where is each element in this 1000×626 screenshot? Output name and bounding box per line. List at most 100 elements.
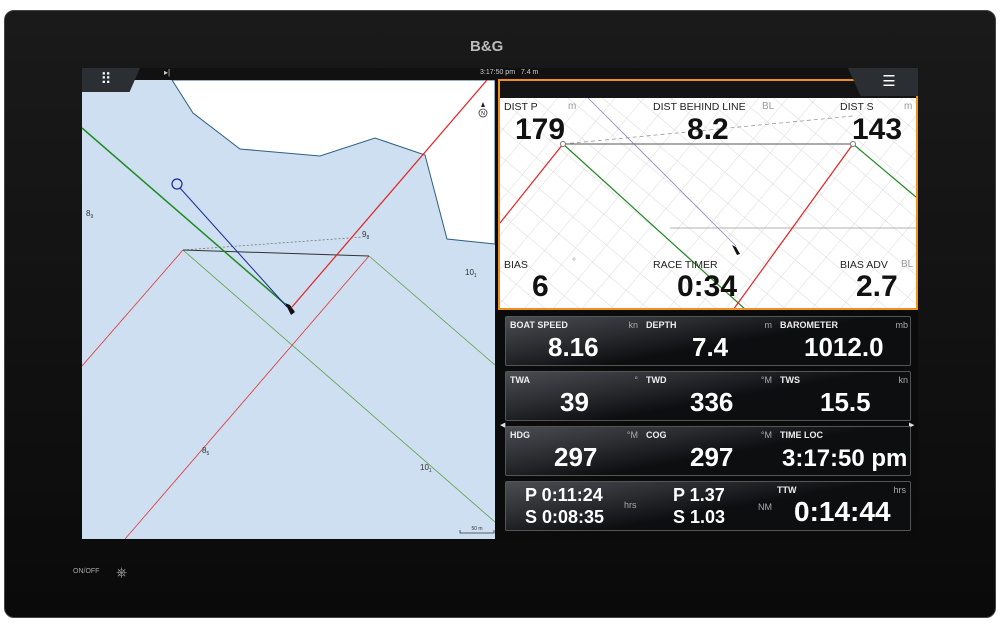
scale-bar: [459, 530, 495, 534]
hamburger-icon: ☰: [882, 73, 896, 90]
bias-label: BIAS: [504, 259, 528, 271]
layline-port: [500, 143, 564, 224]
bias-value: 6: [532, 270, 549, 303]
start-line-graphic: [500, 98, 916, 308]
sailsteer-race-panel[interactable]: DIST P m 179 DIST BEHIND LINE BL 8.2 DIS…: [498, 79, 918, 310]
data-panel-row[interactable]: HDG °M 297 COG °M 297 TIME LOC 3:17:50 pm: [505, 426, 911, 476]
layline-starboard-thin: [368, 255, 495, 366]
grid-icon: ⠿: [100, 71, 112, 88]
layline-starboard-thin: [182, 249, 495, 523]
cog-label: COG: [646, 430, 667, 440]
cog-value: 297: [690, 442, 734, 472]
apps-button[interactable]: ⠿: [82, 68, 140, 92]
bias-unit: °: [572, 257, 576, 268]
dist-behind-label: DIST BEHIND LINE: [653, 101, 746, 113]
bias-adv-value: 2.7: [856, 270, 898, 303]
dist-to-layline-starboard: S 1.03: [673, 507, 726, 527]
tws-label: TWS: [780, 375, 800, 385]
depth-value: 7.4: [692, 332, 729, 362]
race-timer-value: 0:34: [677, 270, 738, 303]
chart-map[interactable]: N 89 98 101 85 101 50 m: [82, 80, 495, 539]
bias-adv-label: BIAS ADV: [840, 259, 888, 271]
depth-unit: m: [764, 320, 773, 330]
race-timer-label: RACE TIMER: [653, 259, 718, 271]
layline-starboard: [562, 143, 745, 308]
time-to-layline-port: P 0:11:24: [525, 485, 603, 505]
twd-label: TWD: [646, 375, 667, 385]
tws-unit: kn: [898, 375, 908, 385]
ttw-unit: hrs: [893, 485, 906, 495]
scale-label: 50 m: [471, 526, 482, 532]
layline-port-thin: [82, 249, 184, 367]
dist-s-label: DIST S: [840, 101, 874, 113]
hdg-unit: °M: [626, 430, 638, 440]
land-area: [171, 80, 495, 245]
tws-value: 15.5: [820, 387, 871, 417]
ttw-label: TTW: [777, 485, 797, 495]
cog-unit: °M: [760, 430, 772, 440]
boat-speed-value: 8.16: [548, 332, 599, 362]
data-panel-row[interactable]: BOAT SPEED kn 8.16 DEPTH m 7.4 BAROMETER mb 10…: [505, 316, 911, 366]
right-arrow-icon[interactable]: ▶: [909, 422, 915, 429]
barometer-unit: mb: [895, 320, 908, 330]
boat-layline-port: [291, 80, 488, 308]
start-line: [182, 249, 370, 257]
power-button[interactable]: ON/OFF: [73, 568, 100, 575]
twa-unit: °: [634, 375, 638, 385]
depth-sounding: 85: [202, 446, 209, 457]
time-unit: hrs: [624, 500, 637, 510]
boat-speed-label: BOAT SPEED: [510, 320, 568, 330]
depth-sounding: 89: [86, 209, 93, 220]
status-bar: ▸| 3:17:50 pm 7.4 m: [82, 68, 918, 80]
starboard-end-mark: [850, 141, 856, 147]
layline-starboard: [852, 143, 916, 198]
time-loc-value: 3:17:50 pm: [782, 445, 908, 472]
depth-sounding: 101: [420, 463, 432, 474]
dist-s-value: 143: [852, 113, 903, 146]
barometer-label: BAROMETER: [780, 320, 838, 330]
race-panel-header: [500, 81, 916, 98]
bias-adv-unit: BL: [901, 259, 914, 270]
waypoint-line: [587, 98, 737, 247]
left-arrow-icon[interactable]: ◀: [500, 422, 506, 429]
dist-p-unit: m: [568, 101, 577, 112]
layline-panel[interactable]: P 0:11:24 S 0:08:35 hrs P 1.37 S 1.03 NM…: [505, 481, 911, 531]
status-time-depth: 3:17:50 pm 7.4 m: [480, 69, 539, 76]
gps-signal-icon: ▸|: [164, 68, 171, 77]
time-to-layline-starboard: S 0:08:35: [525, 507, 605, 527]
brand-logo: B&G: [470, 38, 504, 55]
dist-to-layline-port: P 1.37: [673, 485, 725, 505]
boat-speed-unit: kn: [628, 320, 638, 330]
port-end-mark: [560, 141, 566, 147]
depth-sounding: 98: [362, 230, 369, 241]
twa-value: 39: [560, 387, 589, 417]
hdg-value: 297: [554, 442, 598, 472]
hdg-label: HDG: [510, 430, 530, 440]
waypoint-line: [179, 187, 288, 308]
boat-icon: [285, 303, 295, 315]
layline-port-thin: [124, 255, 370, 539]
boat-icon: [732, 245, 740, 255]
layline-port: [733, 143, 854, 308]
depth-label: DEPTH: [646, 320, 677, 330]
dist-unit: NM: [758, 502, 772, 512]
barometer-value: 1012.0: [804, 332, 884, 362]
data-panel-row[interactable]: TWA ° 39 TWD °M 336 TWS kn 15.5: [505, 371, 911, 421]
dist-p-label: DIST P: [504, 101, 538, 113]
dist-behind-value: 8.2: [687, 113, 729, 146]
twd-value: 336: [690, 387, 734, 417]
helm-wheel-icon[interactable]: ⎈: [116, 564, 128, 580]
dist-behind-unit: BL: [762, 101, 775, 112]
ttw-value: 0:14:44: [794, 496, 891, 527]
dist-p-value: 179: [515, 113, 566, 146]
depth-sounding: 101: [465, 268, 477, 279]
north-label: N: [481, 111, 485, 117]
dist-s-unit: m: [904, 101, 913, 112]
time-loc-label: TIME LOC: [780, 430, 823, 440]
twd-unit: °M: [760, 375, 772, 385]
waypoint-marker: [171, 178, 183, 190]
north-indicator: [478, 102, 488, 118]
boat-layline-starboard: [82, 127, 286, 305]
twa-label: TWA: [510, 375, 530, 385]
menu-button[interactable]: ☰: [848, 68, 918, 96]
